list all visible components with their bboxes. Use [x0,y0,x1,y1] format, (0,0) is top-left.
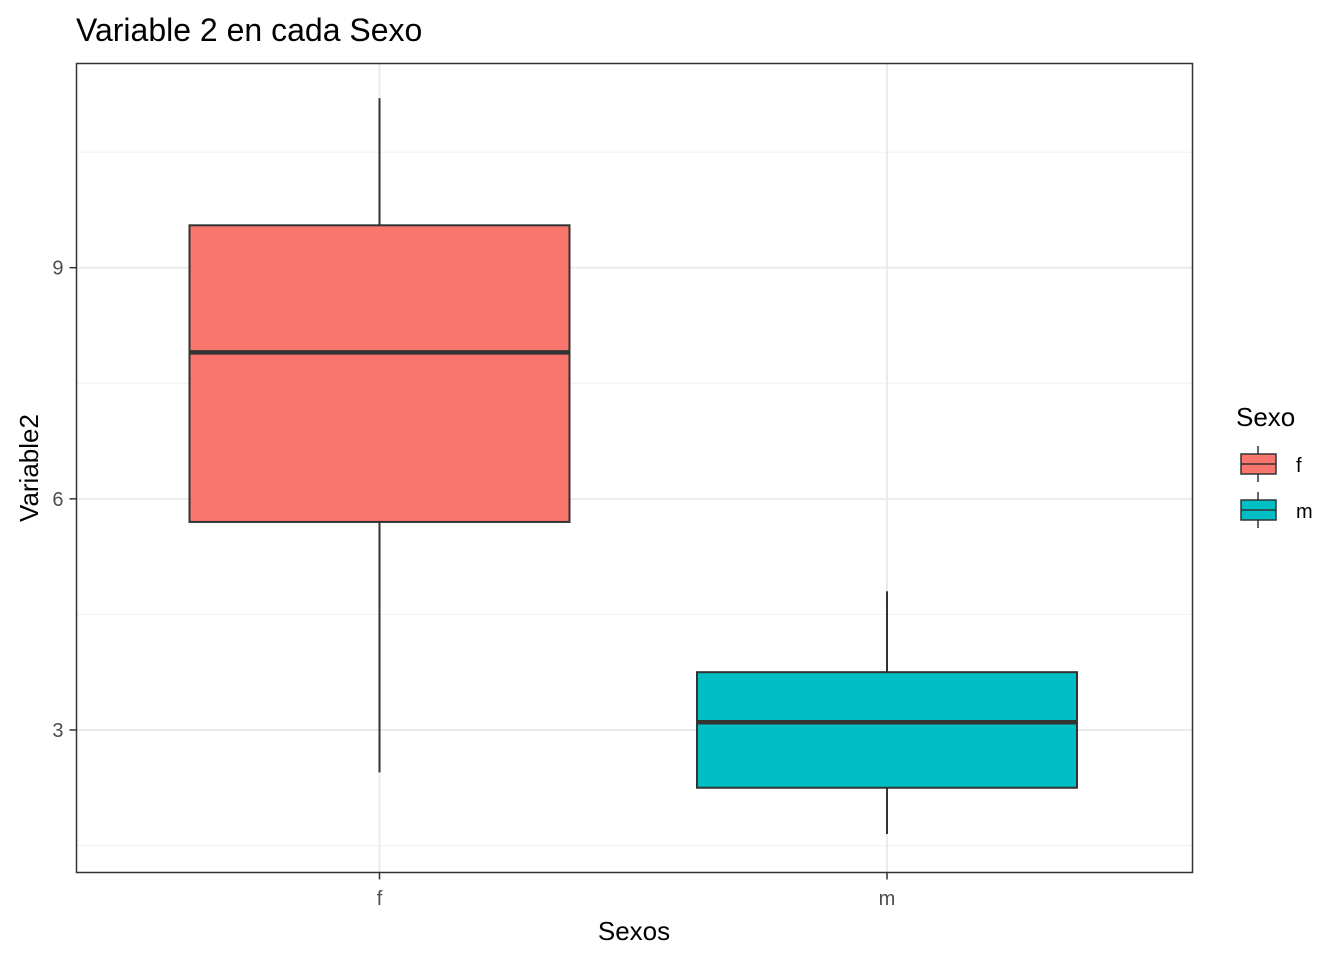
x-tick-label: m [879,888,896,910]
y-tick-label: 3 [52,720,63,742]
box-series [188,98,1078,834]
y-axis-title: Variable2 [14,414,44,522]
legend-label: m [1296,501,1313,523]
legend-title: Sexo [1236,402,1295,432]
x-axis-title: Sexos [598,916,670,946]
legend-item-f: f [1240,446,1302,482]
y-tick-label: 6 [52,489,63,511]
plot-area [75,62,1194,874]
x-tick-label: f [377,888,383,910]
legend: Sexo fm [1236,402,1313,528]
box-m [696,591,1078,834]
legend-label: f [1296,455,1302,477]
box-body [188,224,571,523]
box-f [188,98,571,773]
y-tick-label: 9 [52,258,63,280]
legend-items: fm [1240,446,1313,528]
y-axis: 3 6 9 [52,258,77,742]
chart-title: Variable 2 en cada Sexo [76,12,422,48]
box-body [696,671,1078,789]
legend-item-m: m [1240,492,1313,528]
panel-border [75,62,1194,874]
